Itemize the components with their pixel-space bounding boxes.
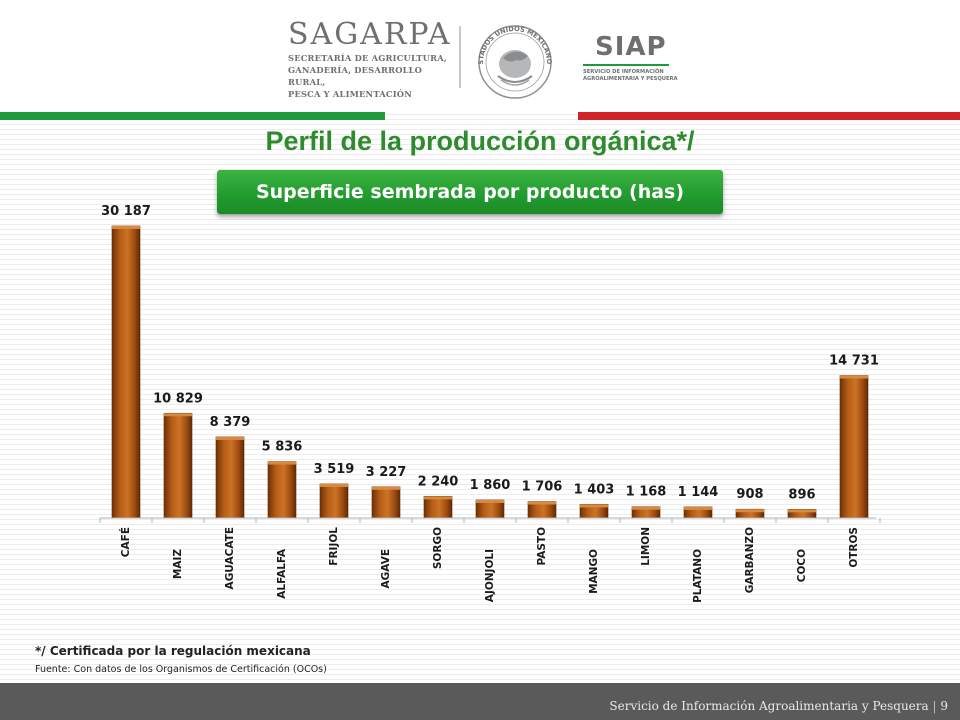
bar-top-highlight bbox=[372, 486, 400, 490]
chart-category-labels: CAFÉ MAIZ AGUACATE ALFALFA FRIJOL AGAVE SORGO A… bbox=[119, 527, 860, 603]
bar-top-highlight bbox=[112, 226, 140, 229]
value-label: 1 403 bbox=[574, 482, 615, 497]
value-label: 5 836 bbox=[262, 440, 303, 455]
value-label: 14 731 bbox=[829, 354, 879, 369]
bar-top-highlight bbox=[840, 375, 868, 379]
header-stripe-red bbox=[578, 112, 960, 120]
subtitle-banner: Superficie sembrada por producto (has) bbox=[217, 170, 723, 214]
siap-logo-rule bbox=[583, 64, 669, 66]
value-label: 1 706 bbox=[522, 479, 563, 494]
footer-text: Servicio de Información Agroalimentaria … bbox=[609, 699, 929, 713]
bar-top-highlight bbox=[424, 496, 452, 500]
bar-top-highlight bbox=[476, 500, 504, 504]
sagarpa-logo-subtitle-line-1: SECRETARÍA DE AGRICULTURA, bbox=[288, 53, 447, 63]
bar-top-highlight bbox=[164, 413, 192, 417]
value-label: 1 168 bbox=[626, 485, 667, 500]
category-label: GARBANZO bbox=[744, 527, 756, 593]
bar bbox=[371, 486, 401, 519]
bar-chart: 30 187 10 829 8 379 5 836 3 519 3 227 2 240 1 8… bbox=[99, 204, 881, 603]
bar-top-highlight bbox=[268, 461, 296, 465]
bar-top-highlight bbox=[580, 504, 608, 508]
value-label: 3 227 bbox=[366, 465, 407, 480]
siap-logo-name: SIAP bbox=[595, 32, 667, 62]
chart-bars bbox=[111, 225, 869, 519]
category-label: COCO bbox=[796, 549, 808, 582]
value-label: 908 bbox=[736, 487, 763, 502]
bar-top-highlight bbox=[528, 501, 556, 505]
category-label: PASTO bbox=[536, 527, 548, 566]
certification-note: */ Certificada por la regulación mexican… bbox=[35, 644, 311, 658]
bar-top-highlight bbox=[788, 509, 816, 513]
sagarpa-logo-name: SAGARPA bbox=[288, 17, 452, 52]
siap-logo: SIAP SERVICIO DE INFORMACIÓN AGROALIMENT… bbox=[583, 32, 693, 92]
category-label: PLATANO bbox=[692, 549, 704, 603]
bar bbox=[319, 483, 349, 519]
bar bbox=[163, 412, 193, 519]
sagarpa-logo: SAGARPA SECRETARÍA DE AGRICULTURA, GANAD… bbox=[288, 18, 458, 100]
page-number: 9 bbox=[940, 699, 948, 713]
bar bbox=[111, 225, 141, 519]
value-label: 2 240 bbox=[418, 474, 459, 489]
sagarpa-logo-subtitle-line-2: GANADERÍA, DESARROLLO RURAL, bbox=[288, 65, 423, 87]
chart-x-ticks bbox=[99, 518, 881, 523]
value-label: 8 379 bbox=[210, 415, 251, 430]
bar-top-highlight bbox=[632, 506, 660, 510]
category-label: OTROS bbox=[848, 527, 860, 568]
category-label: AGAVE bbox=[380, 549, 392, 588]
category-label: ALFALFA bbox=[276, 548, 288, 599]
bar-top-highlight bbox=[684, 506, 712, 510]
logo-divider bbox=[459, 26, 461, 88]
siap-logo-subtitle-line-2: AGROALIMENTARIA Y PESQUERA bbox=[583, 75, 678, 82]
value-label: 1 860 bbox=[470, 478, 511, 493]
category-label: CAFÉ bbox=[119, 527, 132, 557]
header-stripe-green bbox=[0, 112, 385, 120]
value-label: 30 187 bbox=[101, 204, 151, 219]
footer-separator: | bbox=[932, 699, 941, 713]
bar bbox=[267, 461, 297, 519]
sagarpa-logo-subtitle-line-3: PESCA Y ALIMENTACIÓN bbox=[288, 89, 412, 99]
bar-top-highlight bbox=[320, 483, 348, 487]
category-label: MANGO bbox=[588, 549, 600, 594]
category-label: LIMON bbox=[640, 527, 652, 566]
value-label: 896 bbox=[788, 487, 815, 502]
category-label: AGUACATE bbox=[224, 527, 236, 589]
bar bbox=[215, 436, 245, 519]
chart-value-labels: 30 187 10 829 8 379 5 836 3 519 3 227 2 240 1 8… bbox=[101, 204, 879, 502]
footer-band bbox=[0, 683, 960, 720]
value-label: 3 519 bbox=[314, 462, 355, 477]
page-title: Perfil de la producción orgánica*/ bbox=[265, 126, 695, 156]
siap-logo-subtitle-line-1: SERVICIO DE INFORMACIÓN bbox=[583, 69, 664, 75]
bar bbox=[423, 496, 453, 519]
category-label: SORGO bbox=[432, 527, 444, 569]
source-note: Fuente: Con datos de los Organismos de C… bbox=[35, 664, 327, 675]
category-label: AJONJOLI bbox=[484, 549, 496, 602]
category-label: MAIZ bbox=[172, 549, 184, 579]
footer: Servicio de Información Agroalimentaria … bbox=[609, 699, 948, 713]
category-label: FRIJOL bbox=[328, 527, 340, 566]
value-label: 10 829 bbox=[153, 391, 203, 406]
value-label: 1 144 bbox=[678, 485, 719, 500]
notes: */ Certificada por la regulación mexican… bbox=[35, 643, 327, 678]
bar bbox=[839, 375, 869, 519]
bar-top-highlight bbox=[736, 509, 764, 513]
bar-top-highlight bbox=[216, 436, 244, 440]
